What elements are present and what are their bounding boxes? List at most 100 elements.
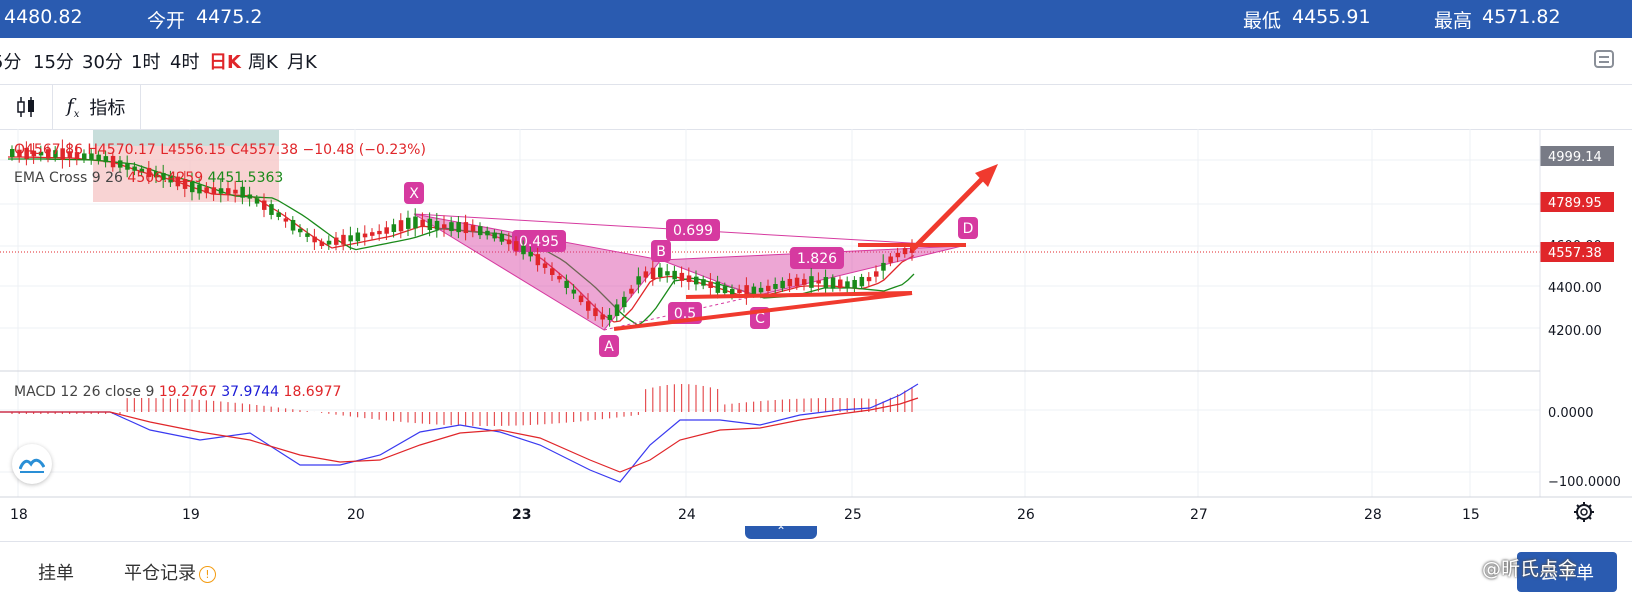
candle-body xyxy=(542,263,548,268)
candle-body xyxy=(427,218,433,230)
candle-body xyxy=(722,286,728,294)
candle-body xyxy=(60,148,65,160)
time-axis-label: 26 xyxy=(1017,507,1035,523)
candle-body xyxy=(190,180,195,193)
interval-bar: 5分 15分 30分 1时 4时 日K 周K 月K xyxy=(0,38,1632,84)
candle-body xyxy=(694,276,699,285)
candle-body xyxy=(564,280,569,288)
ema-fast-value: 4506.4259 xyxy=(127,170,204,186)
candle-body xyxy=(773,284,778,289)
candle-body xyxy=(218,188,224,194)
candle-body xyxy=(240,186,245,198)
interval-1h[interactable]: 1时 xyxy=(131,52,161,73)
candle-body xyxy=(571,289,577,294)
quote-header: 4480.82 今开 4475.2 最低 4455.91 最高 4571.82 xyxy=(0,0,1632,38)
candle-body xyxy=(334,237,339,245)
candle-body xyxy=(269,204,274,215)
place-order-button[interactable]: 去下单 xyxy=(1517,552,1617,592)
pattern-ratio-label: 1.826 xyxy=(797,251,837,267)
chart-logo-button[interactable] xyxy=(12,444,52,484)
macd-axis-label: 0.0000 xyxy=(1548,406,1594,421)
pattern-ac-line xyxy=(603,295,756,331)
price-axis-label: 4557.38 xyxy=(1548,246,1602,261)
candle-body xyxy=(665,271,670,276)
candle-body xyxy=(780,280,785,289)
pattern-ratio-label: 0.699 xyxy=(673,223,713,239)
macd-signal-line xyxy=(0,397,919,473)
interval-4h[interactable]: 4时 xyxy=(170,52,200,73)
pattern-point-label: C xyxy=(755,311,765,327)
candle-body xyxy=(442,224,447,228)
candle-body xyxy=(118,160,123,168)
pattern-point-label-bg xyxy=(651,240,671,262)
candle-body xyxy=(17,149,22,157)
candle-body xyxy=(290,219,296,231)
candle-body xyxy=(31,150,37,157)
candle-body xyxy=(845,281,850,288)
candle-body xyxy=(550,268,555,275)
candle-body xyxy=(485,230,490,236)
candle-body xyxy=(679,272,685,281)
breakout-arrow-head xyxy=(975,164,998,187)
channel-trendline xyxy=(685,291,913,299)
tab-pending-orders[interactable]: 挂单 xyxy=(38,563,74,584)
last-price: 4480.82 xyxy=(4,6,83,28)
interval-30m[interactable]: 30分 xyxy=(82,52,123,73)
candle-body xyxy=(449,222,454,232)
candle-body xyxy=(24,147,29,159)
candle-body xyxy=(406,217,411,229)
candle-body xyxy=(715,281,721,293)
candle-body xyxy=(204,187,209,194)
bottom-panel: 挂单 平仓记录! 去下单 @昕氏点金 xyxy=(0,541,1632,602)
macd-line xyxy=(0,383,919,483)
candle-body xyxy=(434,220,440,230)
settings-gear-icon[interactable] xyxy=(1574,502,1594,522)
candle-body xyxy=(10,149,15,158)
candle-body xyxy=(607,314,613,320)
candle-body xyxy=(168,175,173,183)
candle-body xyxy=(852,279,857,289)
candle-body xyxy=(622,296,627,308)
candle-body xyxy=(398,220,404,232)
layout-icon[interactable] xyxy=(1594,50,1614,68)
candle-body xyxy=(211,187,217,194)
candle-body xyxy=(391,224,397,233)
candle-body xyxy=(319,241,325,247)
candle-body xyxy=(888,256,893,263)
candle-body xyxy=(866,277,872,282)
candle-body xyxy=(586,301,591,311)
candle-body xyxy=(161,172,166,180)
candle-body xyxy=(67,151,73,159)
indicators-button[interactable]: fx 指标 xyxy=(52,85,141,129)
candle-body xyxy=(110,155,116,168)
candle-body xyxy=(326,240,332,245)
interval-week[interactable]: 周K xyxy=(248,52,278,73)
candle-body xyxy=(38,151,44,156)
tab-close-history[interactable]: 平仓记录! xyxy=(124,559,216,585)
chart-type-button[interactable] xyxy=(0,85,53,129)
macd-legend: MACD 12 26 close 9 19.2767 37.9744 18.69… xyxy=(14,384,341,400)
candle-body xyxy=(175,176,181,187)
price-axis-label: 4789.95 xyxy=(1548,196,1602,211)
candle-body xyxy=(478,226,483,236)
candle-body xyxy=(578,295,584,303)
breakout-arrow-line xyxy=(910,174,987,252)
price-axis-label: 4400.00 xyxy=(1548,281,1602,296)
candle-body xyxy=(823,277,829,288)
candle-body xyxy=(521,245,526,255)
candle-body xyxy=(370,232,375,236)
candle-body xyxy=(233,189,238,194)
interval-day[interactable]: 日K xyxy=(209,52,241,73)
interval-5m[interactable]: 5分 xyxy=(0,52,22,73)
candle-body xyxy=(456,222,461,233)
ohlc-open: O4567.86 xyxy=(14,142,83,158)
interval-15m[interactable]: 15分 xyxy=(33,52,74,73)
mountain-logo-icon xyxy=(19,458,45,473)
collapse-panel-button[interactable]: ⌃ xyxy=(745,525,817,539)
interval-month[interactable]: 月K xyxy=(287,52,317,73)
candle-body xyxy=(125,163,130,170)
position-zone-profit xyxy=(93,130,279,146)
pattern-ratio-label-bg xyxy=(790,247,844,269)
candle-body xyxy=(614,304,620,316)
